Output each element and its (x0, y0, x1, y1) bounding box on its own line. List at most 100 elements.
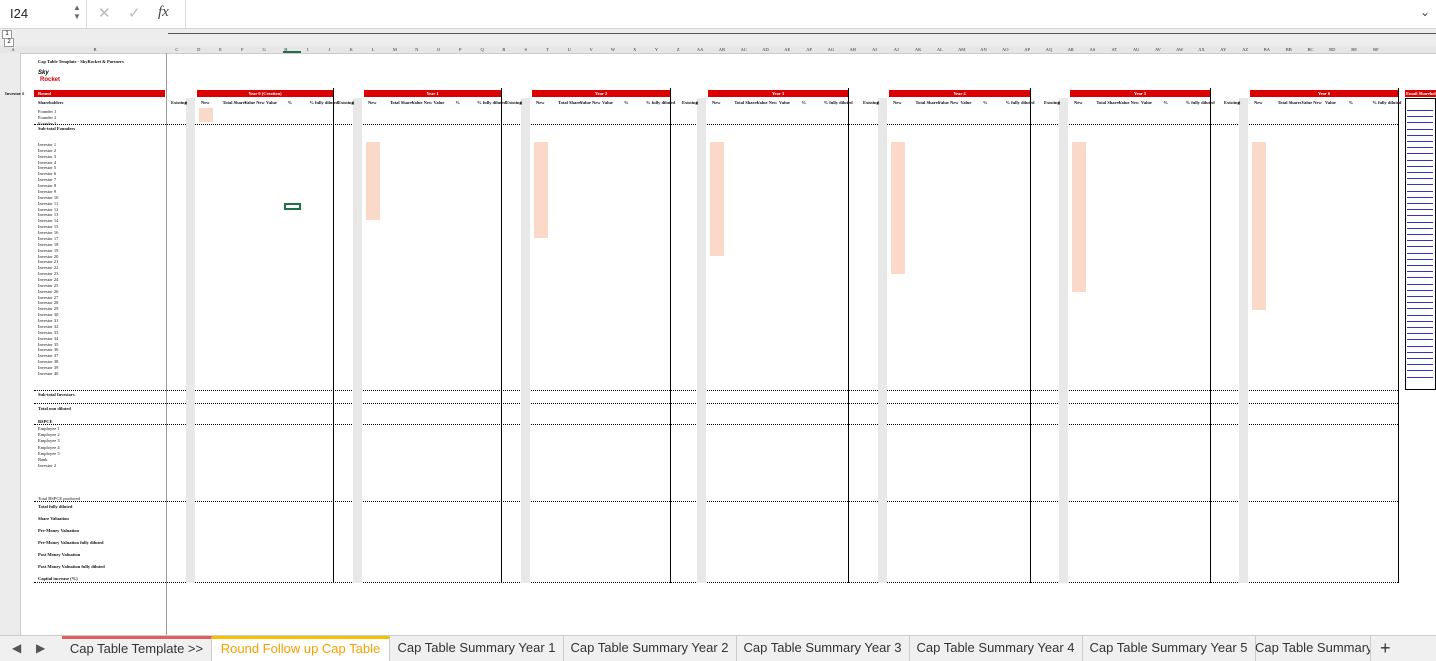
sheet-tab[interactable]: Cap Table Summary Year 2 (563, 636, 737, 661)
enter-button[interactable]: ✓ (128, 5, 141, 22)
investor-label: Investor 21 (38, 259, 59, 265)
column-title: # (1058, 100, 1061, 105)
column-title: Existing (171, 100, 187, 105)
investor-label: Investor 17 (38, 235, 59, 241)
column-header: J (328, 47, 331, 52)
existing-gray-column (186, 98, 195, 583)
cancel-button[interactable]: ✕ (98, 5, 111, 22)
column-header: T (546, 47, 549, 52)
investor-label: Investor 30 (38, 312, 59, 318)
block-border (333, 88, 334, 583)
email-link (1407, 196, 1433, 198)
column-header: S (524, 47, 527, 52)
column-header: AH (849, 47, 856, 52)
outline-bar (0, 29, 1436, 46)
sheet-tab[interactable]: Cap Table Summary Year 1 (390, 636, 564, 661)
column-header: BB (1285, 47, 1292, 52)
email-link (1407, 209, 1433, 211)
investor-label: Investor 38 (38, 359, 59, 365)
column-header: L (371, 47, 375, 52)
column-title: # (185, 100, 188, 105)
expand-button[interactable]: ⌄ (1420, 5, 1431, 19)
employee-label: Employee 3 (38, 438, 60, 444)
block-border (670, 88, 671, 583)
column-title: Value New (1118, 100, 1140, 105)
column-header: V (589, 47, 593, 52)
email-link (1407, 314, 1433, 316)
column-title: Total Shares (1277, 100, 1302, 105)
column-header: AA (696, 47, 704, 52)
name-box[interactable]: I24 (10, 6, 29, 21)
column-header: U (567, 47, 571, 52)
sheet-tab[interactable]: Cap Table Summary Year 5 (1082, 636, 1256, 661)
email-link (1407, 147, 1433, 149)
founder-label: Founder 2 (38, 115, 57, 120)
sheet-tab[interactable]: Cap Table Template >> (62, 636, 212, 661)
investor-label: Investor 12 (38, 206, 59, 212)
email-link (1407, 265, 1433, 266)
round-header-bar (197, 90, 333, 97)
email-header: Email Shareholders (1406, 91, 1436, 96)
column-title: New (1074, 100, 1083, 105)
column-title: Existing (682, 100, 698, 105)
email-link (1407, 234, 1433, 235)
investor-label: Investor 18 (38, 241, 59, 247)
round-title: Year 1 (426, 91, 439, 96)
column-header: W (610, 47, 616, 52)
column-header: B (93, 47, 97, 52)
name-box-stepper[interactable]: ▲ ▼ (73, 3, 81, 21)
existing-gray-column (521, 98, 530, 583)
column-header: AB (718, 47, 726, 52)
column-title: % (983, 100, 988, 105)
email-link (1407, 178, 1433, 180)
scroll-right[interactable]: ▶ (36, 641, 46, 655)
column-title: # (352, 100, 355, 105)
sheet-tab[interactable]: Cap Table Summary Year 6 (1255, 636, 1371, 661)
column-title: Value New (1301, 100, 1322, 105)
investor-label: Investor 2 (38, 147, 57, 153)
column-header: AV (1154, 47, 1161, 52)
column-title: Value New (580, 100, 601, 105)
investor-label: Investor 31 (38, 318, 59, 324)
sheet-tab[interactable]: Cap Table Summary Year 3 (736, 636, 910, 661)
sheet-tab[interactable]: Round Follow up Cap Table (212, 636, 390, 661)
new-highlight (1252, 142, 1266, 310)
separator (185, 0, 186, 28)
column-header: AU (1132, 47, 1140, 52)
employee-label: Employee 2 (38, 432, 60, 438)
separator-line (34, 501, 1398, 502)
outline-level: 2 (4, 38, 14, 47)
email-link (1407, 339, 1433, 341)
column-header-row (0, 46, 1436, 54)
email-link (1407, 358, 1433, 359)
logo: Rocket (40, 77, 61, 83)
email-link (1407, 327, 1433, 328)
investor-number-header: Investor # (5, 91, 25, 96)
investor-label: Investor 33 (38, 329, 59, 335)
shareholder-header: Shareholders (38, 100, 64, 105)
column-title: New (712, 100, 721, 105)
column-title: % (287, 100, 293, 105)
column-header: BC (1307, 47, 1314, 52)
column-title: Value (602, 100, 613, 105)
separator-line (34, 124, 1398, 125)
total-non-diluted-label: Total non diluted (38, 406, 71, 411)
existing-gray-column (878, 98, 887, 583)
column-header: R (502, 47, 506, 52)
founder-label: Founder 3 (38, 121, 57, 126)
scroll-left[interactable]: ◀ (12, 641, 22, 655)
column-title: New (1254, 100, 1263, 105)
employee-label: Employee 5 (38, 450, 60, 456)
sheet-tab[interactable]: Cap Table Summary Year 4 (909, 636, 1083, 661)
column-title: % fully diluted (1185, 100, 1215, 105)
investor-label: Investor 22 (38, 265, 59, 271)
function-button[interactable]: fx (158, 4, 169, 20)
investor-label: Investor 25 (38, 282, 59, 288)
column-header: AY (1220, 47, 1227, 52)
column-title: Total Shares (734, 100, 759, 105)
email-link (1407, 308, 1433, 310)
existing-gray-column (1059, 98, 1068, 583)
add-sheet[interactable]: + (1380, 638, 1391, 658)
column-header: AC (740, 47, 747, 52)
total-row-label: Total fully diluted (38, 504, 73, 509)
